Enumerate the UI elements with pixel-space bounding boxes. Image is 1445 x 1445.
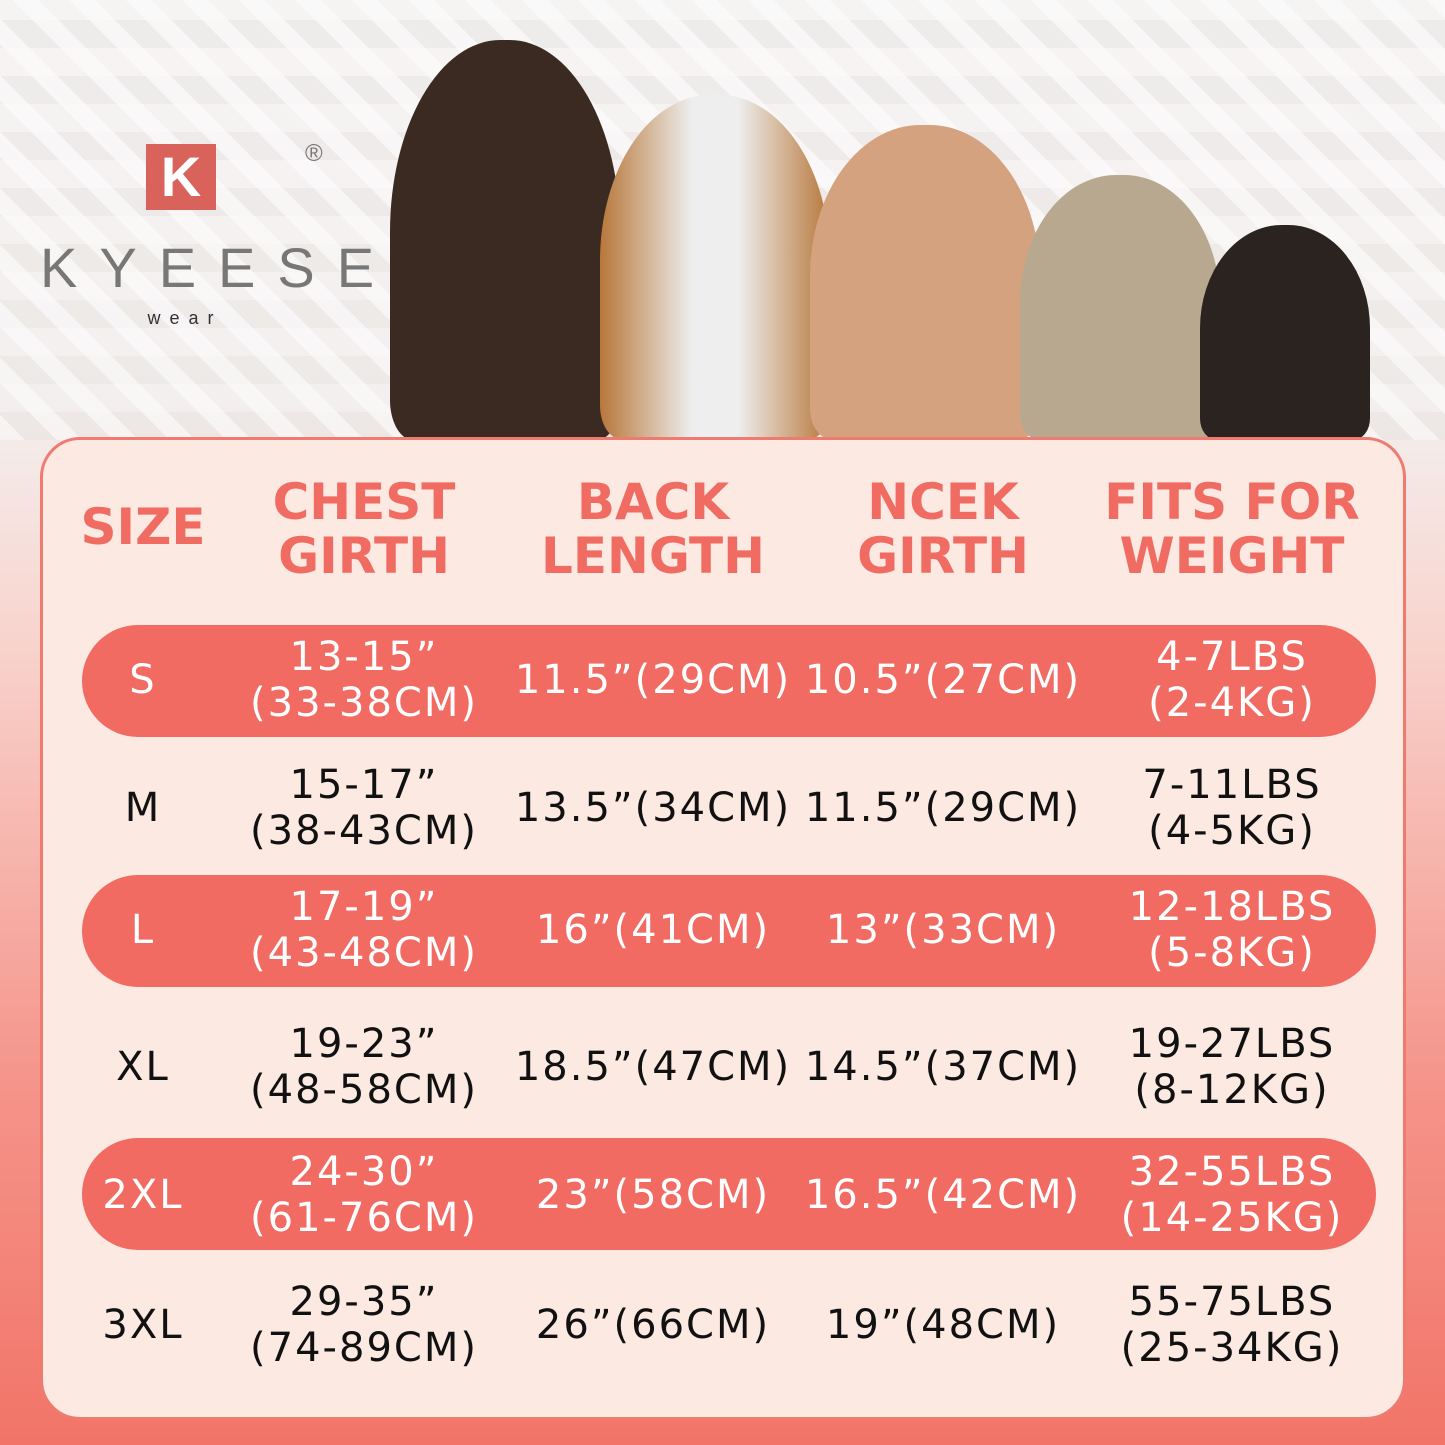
- row-highlight: [82, 875, 1376, 987]
- cell-line: 32-55LBS: [1128, 1149, 1336, 1195]
- cell-line: 29-35”: [289, 1279, 439, 1325]
- cell-line: 7-11LBS: [1142, 762, 1322, 808]
- cell-line: (43-48CM): [250, 930, 478, 976]
- cell-weight: 32-55LBS (14-25KG): [1121, 1149, 1344, 1241]
- header-neck-girth: NCEK GIRTH: [857, 475, 1029, 583]
- cell-line: (14-25KG): [1120, 1195, 1344, 1241]
- header-back-length: BACK LENGTH: [541, 475, 765, 583]
- header-line: BACK: [576, 473, 730, 531]
- cell-size: M: [124, 785, 162, 831]
- cell-back: 11.5”(29CM): [514, 657, 792, 703]
- cell-back: 26”(66CM): [535, 1302, 771, 1348]
- cell-size: 2XL: [102, 1172, 184, 1218]
- header-chest-girth: CHEST GIRTH: [273, 475, 456, 583]
- cell-size: 3XL: [102, 1302, 184, 1348]
- chihuahua-image: [1200, 225, 1370, 440]
- cell-neck: 14.5”(37CM): [804, 1044, 1082, 1090]
- cell-weight: 12-18LBS (5-8KG): [1129, 884, 1336, 976]
- cell-chest: 17-19” (43-48CM): [250, 884, 478, 976]
- terrier-image: [1020, 175, 1220, 440]
- cell-weight: 19-27LBS (8-12KG): [1129, 1021, 1336, 1113]
- cell-chest: 19-23” (48-58CM): [250, 1021, 478, 1113]
- brand-logo: K ® KYEESE wear: [30, 140, 397, 340]
- cell-line: (61-76CM): [250, 1195, 478, 1241]
- logo-k-mark: K: [146, 144, 216, 210]
- header-line: FITS FOR: [1104, 473, 1360, 531]
- cell-neck: 16.5”(42CM): [804, 1172, 1082, 1218]
- header-size: SIZE: [80, 500, 205, 554]
- cell-back: 16”(41CM): [535, 907, 771, 953]
- brand-subtitle: wear: [147, 308, 223, 328]
- doberman-image: [390, 40, 620, 440]
- cell-line: (38-43CM): [250, 808, 478, 854]
- row-highlight: [82, 1138, 1376, 1250]
- poodle-image: [810, 125, 1040, 440]
- cell-size: S: [129, 657, 157, 703]
- cell-line: (48-58CM): [250, 1067, 478, 1113]
- header-line: SIZE: [80, 498, 206, 556]
- cell-weight: 4-7LBS (2-4KG): [1148, 634, 1316, 726]
- cell-line: (33-38CM): [250, 680, 478, 726]
- header-weight: FITS FOR WEIGHT: [1104, 475, 1359, 583]
- cell-chest: 15-17” (38-43CM): [250, 762, 478, 854]
- cell-line: 24-30”: [289, 1149, 439, 1195]
- cell-line: (74-89CM): [250, 1325, 478, 1371]
- registered-mark: ®: [305, 140, 323, 167]
- header-line: WEIGHT: [1119, 527, 1345, 585]
- cell-back: 13.5”(34CM): [514, 785, 792, 831]
- cell-chest: 24-30” (61-76CM): [250, 1149, 478, 1241]
- cell-line: (5-8KG): [1148, 930, 1316, 976]
- cell-neck: 11.5”(29CM): [804, 785, 1082, 831]
- cell-chest: 13-15” (33-38CM): [250, 634, 478, 726]
- brand-name: KYEESE: [40, 236, 397, 299]
- cell-neck: 13”(33CM): [825, 907, 1061, 953]
- beagle-image: [600, 95, 830, 440]
- cell-line: 19-23”: [289, 1021, 439, 1067]
- cell-size: XL: [116, 1044, 170, 1090]
- cell-line: (2-4KG): [1148, 680, 1316, 726]
- header-line: GIRTH: [278, 527, 450, 585]
- cell-line: 12-18LBS: [1128, 884, 1336, 930]
- cell-line: 4-7LBS: [1156, 634, 1308, 680]
- cell-back: 23”(58CM): [535, 1172, 771, 1218]
- dogs-photo: [380, 30, 1390, 440]
- cell-size: L: [130, 907, 156, 953]
- cell-line: (25-34KG): [1120, 1325, 1344, 1371]
- cell-line: 55-75LBS: [1128, 1279, 1336, 1325]
- cell-neck: 10.5”(27CM): [804, 657, 1082, 703]
- cell-weight: 55-75LBS (25-34KG): [1121, 1279, 1344, 1371]
- cell-neck: 19”(48CM): [825, 1302, 1061, 1348]
- header-line: LENGTH: [541, 527, 765, 585]
- cell-line: 17-19”: [289, 884, 439, 930]
- cell-line: (8-12KG): [1134, 1067, 1330, 1113]
- cell-chest: 29-35” (74-89CM): [250, 1279, 478, 1371]
- cell-line: 15-17”: [289, 762, 439, 808]
- cell-line: 13-15”: [289, 634, 439, 680]
- header-line: CHEST: [272, 473, 456, 531]
- cell-weight: 7-11LBS (4-5KG): [1142, 762, 1321, 854]
- cell-line: 19-27LBS: [1128, 1021, 1336, 1067]
- cell-line: (4-5KG): [1148, 808, 1316, 854]
- cell-back: 18.5”(47CM): [514, 1044, 792, 1090]
- row-highlight: [82, 625, 1376, 737]
- header-line: GIRTH: [857, 527, 1029, 585]
- header-line: NCEK: [867, 473, 1019, 531]
